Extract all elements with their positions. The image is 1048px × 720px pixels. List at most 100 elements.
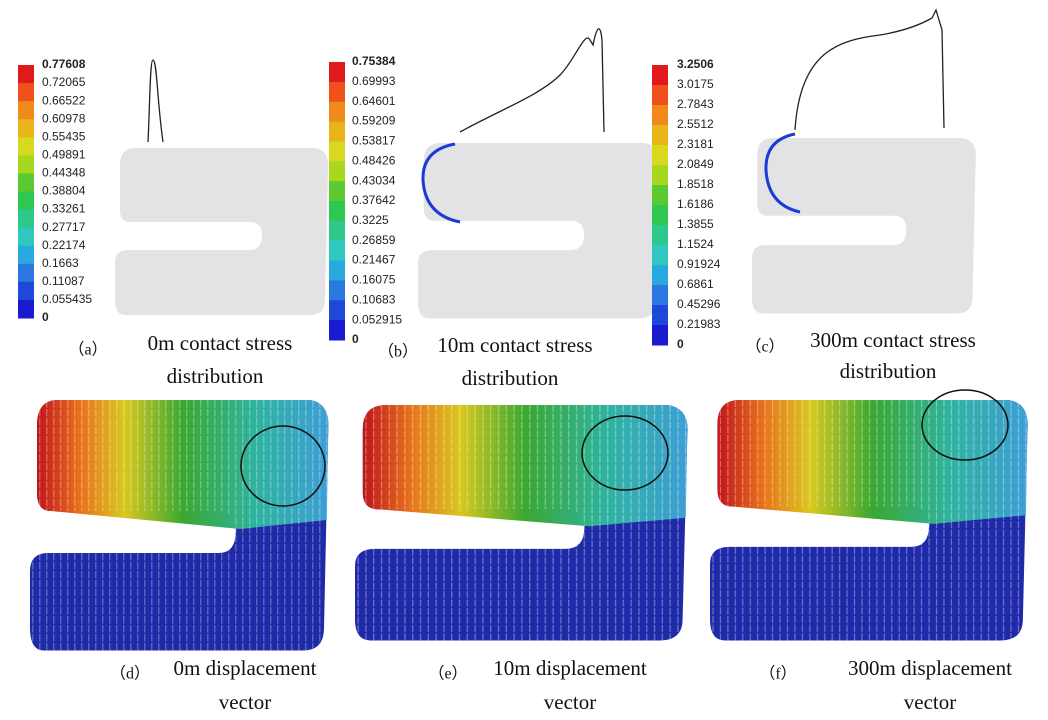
colorbar-label: 0.21983 [677,317,721,331]
colorbar-label: 0.91924 [677,257,721,271]
colorbar-label: 0.53817 [352,134,396,148]
colorbar-label: 0.6861 [677,277,714,291]
figure: 0.77608 0.72065 0.66522 0.60978 0.55435 0.498… [0,0,1048,720]
stress-curve [795,10,944,130]
colorbar-label: 0 [352,332,359,346]
colorbar-segment [18,83,34,102]
colorbar-segment [18,119,34,138]
colorbar-segment [18,173,34,192]
colorbar-segment [329,201,345,221]
colorbar-label: 2.0849 [677,157,714,171]
colorbar-label: 0.22174 [42,238,86,252]
colorbar-segment [652,145,668,166]
colorbar-segment [329,320,345,340]
colorbar-segment [18,300,34,319]
caption-line: distribution [167,364,264,388]
colorbar-label: 2.5512 [677,117,714,131]
panel-label: （b） [378,343,418,361]
colorbar-label: 1.6186 [677,197,714,211]
colorbar-label: 0.55435 [42,129,86,143]
colorbar-segment [18,210,34,229]
caption-line: 300m displacement [848,656,1012,680]
colorbar-label: 0.59209 [352,114,396,128]
caption-line: vector [544,690,596,714]
panel-label: （c） [745,338,784,356]
colorbar-label: 0.33261 [42,202,86,216]
clamp-shape [418,143,659,318]
colorbar-label: 0.60978 [42,111,86,125]
colorbar-segment [652,265,668,286]
caption-line: 300m contact stress [810,328,976,352]
colorbar-label: 1.1524 [677,237,714,251]
colorbar-segment [329,300,345,320]
colorbar-label: 0.052915 [352,312,402,326]
colorbar-label: 0.49891 [42,148,86,162]
caption-line: 10m displacement [493,656,647,680]
panel-label: （d） [110,665,150,683]
colorbar-segment [329,280,345,300]
stress-curve [148,60,163,142]
colorbar-label: 0.75384 [352,54,396,68]
colorbar-segment [652,105,668,126]
colorbar-segment [18,137,34,156]
colorbar-label: 2.3181 [677,137,714,151]
colorbar-segment [329,141,345,161]
colorbar-label: 0.72065 [42,75,86,89]
colorbar-label: 0.38804 [42,184,86,198]
colorbar-segment [652,245,668,266]
clamp-shape [752,138,976,313]
colorbar-segment [652,185,668,206]
colorbar-segment [652,305,668,326]
colorbar-label: 0.21467 [352,253,396,267]
colorbar-segment [18,264,34,283]
colorbar-segment [652,205,668,226]
colorbar-label: 0.43034 [352,173,396,187]
colorbar-label: 0.3225 [352,213,389,227]
caption-line: vector [219,690,271,714]
caption-line: vector [904,690,956,714]
colorbar-label: 2.7843 [677,97,714,111]
colorbar-segment [18,155,34,174]
colorbar-segment [329,221,345,241]
colorbar-label: 0.44348 [42,166,86,180]
stress-images [115,10,976,318]
colorbar-segment [652,325,668,346]
caption-line: distribution [840,359,937,383]
colorbar-segment [652,85,668,106]
stress-curve [460,29,604,132]
colorbar-label: 0.48426 [352,153,396,167]
colorbar-segment [329,181,345,201]
colorbar-segment [18,282,34,301]
colorbar-label: 3.0175 [677,77,714,91]
colorbar-segment [329,82,345,102]
colorbar-segment [18,65,34,84]
colorbar-label: 0.66522 [42,93,86,107]
colorbar-segment [652,285,668,306]
displacement-images [30,390,1028,651]
colorbar-label: 0.16075 [352,273,396,287]
colorbar-label: 0.11087 [42,274,85,288]
caption-line: 0m contact stress [148,331,293,355]
colorbar-label: 0.055435 [42,292,92,306]
caption-line: 10m contact stress [437,333,592,357]
colorbar-label: 0.1663 [42,256,79,270]
colorbar-label: 1.8518 [677,177,714,191]
colorbar-segment [652,65,668,86]
colorbar-label: 0 [677,337,684,351]
colorbar-segment [18,101,34,120]
colorbar-label: 0.26859 [352,233,396,247]
colorbar-label: 0.69993 [352,74,396,88]
colorbar-segment [329,62,345,82]
colorbar-segment [18,192,34,211]
colorbar-segment [329,102,345,122]
colorbar-segment [652,225,668,246]
colorbar-label: 3.2506 [677,57,714,71]
colorbar-label: 0.27717 [42,220,86,234]
colorbar-label: 0 [42,310,49,324]
colorbar-segment [652,125,668,146]
colorbar-segment [18,228,34,247]
colorbar-label: 0.77608 [42,57,86,71]
colorbar-segment [652,165,668,186]
panel-label: （e） [428,665,467,683]
colorbar-label: 0.64601 [352,94,396,108]
